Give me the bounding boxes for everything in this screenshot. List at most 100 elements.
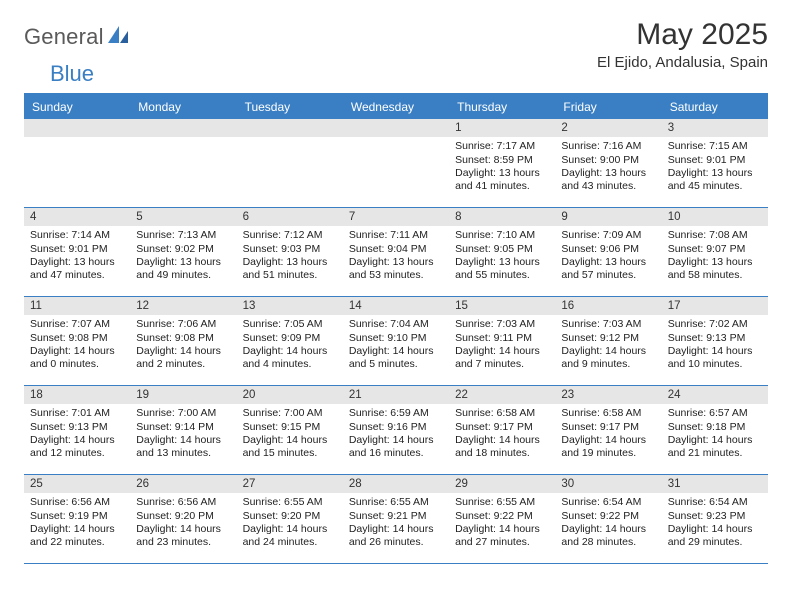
daylight-text: Daylight: 14 hours and 26 minutes. bbox=[349, 523, 443, 549]
daylight-text: Daylight: 14 hours and 5 minutes. bbox=[349, 345, 443, 371]
location-label: El Ejido, Andalusia, Spain bbox=[597, 54, 768, 71]
day-number: 26 bbox=[130, 475, 236, 493]
day-number: 10 bbox=[662, 208, 768, 226]
day-cell: 29Sunrise: 6:55 AMSunset: 9:22 PMDayligh… bbox=[449, 475, 555, 563]
day-cell: 23Sunrise: 6:58 AMSunset: 9:17 PMDayligh… bbox=[555, 386, 661, 474]
day-number: 31 bbox=[662, 475, 768, 493]
sunset-text: Sunset: 9:20 PM bbox=[243, 510, 337, 523]
sunrise-text: Sunrise: 7:03 AM bbox=[561, 318, 655, 331]
daylight-text: Daylight: 14 hours and 18 minutes. bbox=[455, 434, 549, 460]
daylight-text: Daylight: 13 hours and 49 minutes. bbox=[136, 256, 230, 282]
day-body: Sunrise: 6:59 AMSunset: 9:16 PMDaylight:… bbox=[343, 404, 449, 464]
sail-icon bbox=[108, 26, 130, 49]
day-body: Sunrise: 7:09 AMSunset: 9:06 PMDaylight:… bbox=[555, 226, 661, 286]
daylight-text: Daylight: 14 hours and 7 minutes. bbox=[455, 345, 549, 371]
dow-cell: Thursday bbox=[449, 95, 555, 119]
day-cell: 22Sunrise: 6:58 AMSunset: 9:17 PMDayligh… bbox=[449, 386, 555, 474]
brand-logo: General bbox=[24, 18, 132, 50]
day-number: 24 bbox=[662, 386, 768, 404]
empty-day-band bbox=[130, 119, 236, 137]
sunrise-text: Sunrise: 6:58 AM bbox=[561, 407, 655, 420]
day-cell: 4Sunrise: 7:14 AMSunset: 9:01 PMDaylight… bbox=[24, 208, 130, 296]
day-body: Sunrise: 7:00 AMSunset: 9:15 PMDaylight:… bbox=[237, 404, 343, 464]
day-cell: 14Sunrise: 7:04 AMSunset: 9:10 PMDayligh… bbox=[343, 297, 449, 385]
day-cell: 6Sunrise: 7:12 AMSunset: 9:03 PMDaylight… bbox=[237, 208, 343, 296]
sunrise-text: Sunrise: 7:16 AM bbox=[561, 140, 655, 153]
sunset-text: Sunset: 9:21 PM bbox=[349, 510, 443, 523]
sunrise-text: Sunrise: 7:05 AM bbox=[243, 318, 337, 331]
daylight-text: Daylight: 14 hours and 10 minutes. bbox=[668, 345, 762, 371]
sunrise-text: Sunrise: 7:11 AM bbox=[349, 229, 443, 242]
sunset-text: Sunset: 9:15 PM bbox=[243, 421, 337, 434]
sunset-text: Sunset: 9:01 PM bbox=[30, 243, 124, 256]
day-body: Sunrise: 6:55 AMSunset: 9:20 PMDaylight:… bbox=[237, 493, 343, 553]
day-number: 18 bbox=[24, 386, 130, 404]
sunset-text: Sunset: 9:14 PM bbox=[136, 421, 230, 434]
month-title: May 2025 bbox=[597, 18, 768, 52]
daylight-text: Daylight: 14 hours and 21 minutes. bbox=[668, 434, 762, 460]
sunrise-text: Sunrise: 6:56 AM bbox=[30, 496, 124, 509]
daylight-text: Daylight: 13 hours and 43 minutes. bbox=[561, 167, 655, 193]
day-body: Sunrise: 6:57 AMSunset: 9:18 PMDaylight:… bbox=[662, 404, 768, 464]
title-block: May 2025 El Ejido, Andalusia, Spain bbox=[597, 18, 768, 71]
empty-day-band bbox=[343, 119, 449, 137]
dow-cell: Tuesday bbox=[237, 95, 343, 119]
day-body: Sunrise: 7:11 AMSunset: 9:04 PMDaylight:… bbox=[343, 226, 449, 286]
day-number: 15 bbox=[449, 297, 555, 315]
day-body: Sunrise: 6:55 AMSunset: 9:22 PMDaylight:… bbox=[449, 493, 555, 553]
day-cell: 26Sunrise: 6:56 AMSunset: 9:20 PMDayligh… bbox=[130, 475, 236, 563]
sunset-text: Sunset: 9:17 PM bbox=[455, 421, 549, 434]
day-number: 19 bbox=[130, 386, 236, 404]
day-cell: 17Sunrise: 7:02 AMSunset: 9:13 PMDayligh… bbox=[662, 297, 768, 385]
day-number: 17 bbox=[662, 297, 768, 315]
day-body: Sunrise: 7:06 AMSunset: 9:08 PMDaylight:… bbox=[130, 315, 236, 375]
sunset-text: Sunset: 9:04 PM bbox=[349, 243, 443, 256]
sunset-text: Sunset: 9:13 PM bbox=[668, 332, 762, 345]
sunset-text: Sunset: 9:10 PM bbox=[349, 332, 443, 345]
day-cell: 18Sunrise: 7:01 AMSunset: 9:13 PMDayligh… bbox=[24, 386, 130, 474]
day-body: Sunrise: 7:03 AMSunset: 9:11 PMDaylight:… bbox=[449, 315, 555, 375]
day-number: 5 bbox=[130, 208, 236, 226]
day-cell: 16Sunrise: 7:03 AMSunset: 9:12 PMDayligh… bbox=[555, 297, 661, 385]
sunset-text: Sunset: 9:16 PM bbox=[349, 421, 443, 434]
daylight-text: Daylight: 14 hours and 12 minutes. bbox=[30, 434, 124, 460]
day-cell: 5Sunrise: 7:13 AMSunset: 9:02 PMDaylight… bbox=[130, 208, 236, 296]
day-cell bbox=[24, 119, 130, 207]
sunrise-text: Sunrise: 7:00 AM bbox=[136, 407, 230, 420]
daylight-text: Daylight: 14 hours and 16 minutes. bbox=[349, 434, 443, 460]
sunset-text: Sunset: 9:08 PM bbox=[136, 332, 230, 345]
day-number: 11 bbox=[24, 297, 130, 315]
day-cell: 3Sunrise: 7:15 AMSunset: 9:01 PMDaylight… bbox=[662, 119, 768, 207]
day-cell bbox=[343, 119, 449, 207]
daylight-text: Daylight: 13 hours and 58 minutes. bbox=[668, 256, 762, 282]
sunset-text: Sunset: 9:06 PM bbox=[561, 243, 655, 256]
day-body: Sunrise: 6:54 AMSunset: 9:22 PMDaylight:… bbox=[555, 493, 661, 553]
day-number: 1 bbox=[449, 119, 555, 137]
day-cell: 21Sunrise: 6:59 AMSunset: 9:16 PMDayligh… bbox=[343, 386, 449, 474]
day-body: Sunrise: 7:05 AMSunset: 9:09 PMDaylight:… bbox=[237, 315, 343, 375]
sunset-text: Sunset: 9:09 PM bbox=[243, 332, 337, 345]
week-row: 18Sunrise: 7:01 AMSunset: 9:13 PMDayligh… bbox=[24, 386, 768, 475]
sunset-text: Sunset: 9:23 PM bbox=[668, 510, 762, 523]
daylight-text: Daylight: 14 hours and 0 minutes. bbox=[30, 345, 124, 371]
sunrise-text: Sunrise: 6:58 AM bbox=[455, 407, 549, 420]
day-body: Sunrise: 7:16 AMSunset: 9:00 PMDaylight:… bbox=[555, 137, 661, 197]
day-number: 29 bbox=[449, 475, 555, 493]
day-body: Sunrise: 7:15 AMSunset: 9:01 PMDaylight:… bbox=[662, 137, 768, 197]
day-number: 20 bbox=[237, 386, 343, 404]
sunset-text: Sunset: 9:00 PM bbox=[561, 154, 655, 167]
day-number: 12 bbox=[130, 297, 236, 315]
sunrise-text: Sunrise: 7:15 AM bbox=[668, 140, 762, 153]
sunset-text: Sunset: 9:17 PM bbox=[561, 421, 655, 434]
sunset-text: Sunset: 9:02 PM bbox=[136, 243, 230, 256]
sunrise-text: Sunrise: 6:55 AM bbox=[243, 496, 337, 509]
daylight-text: Daylight: 14 hours and 29 minutes. bbox=[668, 523, 762, 549]
day-of-week-row: SundayMondayTuesdayWednesdayThursdayFrid… bbox=[24, 95, 768, 119]
day-cell: 31Sunrise: 6:54 AMSunset: 9:23 PMDayligh… bbox=[662, 475, 768, 563]
daylight-text: Daylight: 14 hours and 23 minutes. bbox=[136, 523, 230, 549]
daylight-text: Daylight: 14 hours and 28 minutes. bbox=[561, 523, 655, 549]
day-number: 16 bbox=[555, 297, 661, 315]
dow-cell: Saturday bbox=[662, 95, 768, 119]
day-body: Sunrise: 7:13 AMSunset: 9:02 PMDaylight:… bbox=[130, 226, 236, 286]
sunset-text: Sunset: 9:13 PM bbox=[30, 421, 124, 434]
